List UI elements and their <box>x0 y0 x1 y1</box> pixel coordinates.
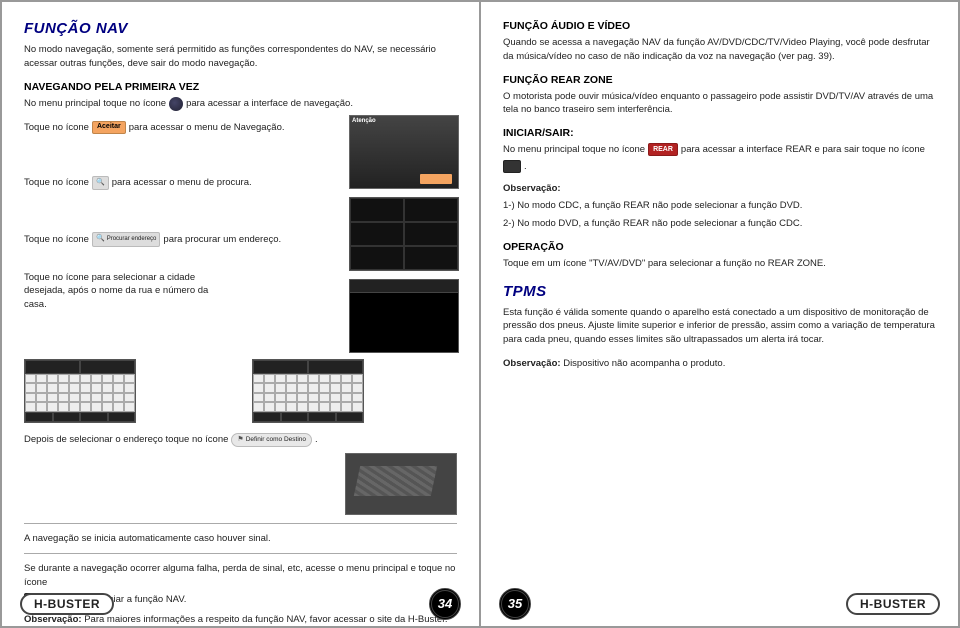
thumb-keyboard-1 <box>24 359 136 423</box>
divider <box>24 523 457 524</box>
rear-obs: Observação: <box>503 182 936 196</box>
brand-badge: H-BUSTER <box>20 593 114 615</box>
map-row <box>24 453 457 515</box>
nav-line1: No menu principal toque no ícone para ac… <box>24 97 457 111</box>
nav-line4: Toque no ícone Procurar endereço para pr… <box>24 232 339 246</box>
nav-line7: A navegação se inicia automaticamente ca… <box>24 532 457 546</box>
obs-label: Observação: <box>503 358 561 369</box>
text: para procurar um endereço. <box>163 233 281 247</box>
manual-spread: FUNÇÃO NAV No modo navegação, somente se… <box>0 0 960 628</box>
page-34: FUNÇÃO NAV No modo navegação, somente se… <box>0 0 480 628</box>
iniciar-sair-heading: INICIAR/SAIR: <box>503 127 936 139</box>
text: para acessar a interface REAR e para sai… <box>681 143 925 157</box>
nav-title: FUNÇÃO NAV <box>24 20 457 37</box>
thumb-addr <box>349 279 459 353</box>
thumb-menu <box>349 197 459 271</box>
text: No menu principal toque no ícone <box>503 143 645 157</box>
thumb-warning <box>349 115 459 189</box>
page-number: 34 <box>429 588 461 620</box>
thumbnail-column <box>349 115 457 353</box>
definir-destino-icon: Definir como Destino <box>231 433 312 447</box>
obs-text: Dispositivo não acompanha o produto. <box>561 358 726 369</box>
exit-icon <box>503 160 521 173</box>
page-number: 35 <box>499 588 531 620</box>
operacao-heading: OPERAÇÃO <box>503 241 936 253</box>
text: No menu principal toque no ícone <box>24 97 166 111</box>
procurar-endereco-icon: Procurar endereço <box>92 232 160 246</box>
keyboard-thumbs <box>24 359 457 423</box>
tpms-title: TPMS <box>503 283 936 300</box>
text: Se durante a navegação ocorrer alguma fa… <box>24 562 457 590</box>
operacao-text: Toque em um ícone "TV/AV/DVD" para selec… <box>503 257 936 271</box>
nav-globe-icon <box>169 97 183 111</box>
text: . <box>524 160 527 174</box>
rear-obs-1: 1-) No modo CDC, a função REAR não pode … <box>503 199 936 213</box>
text: . <box>315 433 318 447</box>
aceitar-icon: Aceitar <box>92 121 126 134</box>
audio-video-text: Quando se acessa a navegação NAV da funç… <box>503 36 936 64</box>
nav-line2: Toque no ícone Aceitar para acessar o me… <box>24 121 339 135</box>
obs-label: Observação: <box>503 183 561 194</box>
text: para acessar a interface de navegação. <box>186 97 353 111</box>
rear-zone-text: O motorista pode ouvir música/vídeo enqu… <box>503 90 936 118</box>
text: para acessar o menu de procura. <box>112 176 252 190</box>
nav-first-heading: NAVEGANDO PELA PRIMEIRA VEZ <box>24 81 457 93</box>
footer-left: H-BUSTER 34 <box>2 592 479 616</box>
text: Toque no ícone <box>24 121 89 135</box>
procurar-icon <box>92 176 109 190</box>
nav-line6: Depois de selecionar o endereço toque no… <box>24 433 457 447</box>
tpms-obs: Observação: Dispositivo não acompanha o … <box>503 357 936 371</box>
rear-zone-heading: FUNÇÃO REAR ZONE <box>503 74 936 86</box>
footer-right: 35 H-BUSTER <box>481 592 958 616</box>
audio-video-heading: FUNÇÃO ÁUDIO E VÍDEO <box>503 20 936 32</box>
text: Definir como Destino <box>246 435 306 444</box>
thumb-keyboard-2 <box>252 359 364 423</box>
text: para acessar o menu de Navegação. <box>129 121 285 135</box>
divider <box>24 553 457 554</box>
thumb-map <box>345 453 457 515</box>
brand-badge: H-BUSTER <box>846 593 940 615</box>
rear-icon: REAR <box>648 143 678 156</box>
rear-line: No menu principal toque no ícone REAR pa… <box>503 143 936 174</box>
text: Depois de selecionar o endereço toque no… <box>24 433 228 447</box>
text: Toque no ícone <box>24 233 89 247</box>
text: Toque no ícone <box>24 176 89 190</box>
tpms-text: Esta função é válida somente quando o ap… <box>503 306 936 347</box>
nav-line3: Toque no ícone para acessar o menu de pr… <box>24 176 339 190</box>
nav-line5: Toque no ícone para selecionar a cidade … <box>24 271 224 312</box>
left-body: Toque no ícone Aceitar para acessar o me… <box>24 115 457 353</box>
nav-intro: No modo navegação, somente será permitid… <box>24 43 457 71</box>
text: Procurar endereço <box>107 235 157 244</box>
left-text-col: Toque no ícone Aceitar para acessar o me… <box>24 115 339 353</box>
rear-obs-2: 2-) No modo DVD, a função REAR não pode … <box>503 217 936 231</box>
page-35: FUNÇÃO ÁUDIO E VÍDEO Quando se acessa a … <box>480 0 960 628</box>
